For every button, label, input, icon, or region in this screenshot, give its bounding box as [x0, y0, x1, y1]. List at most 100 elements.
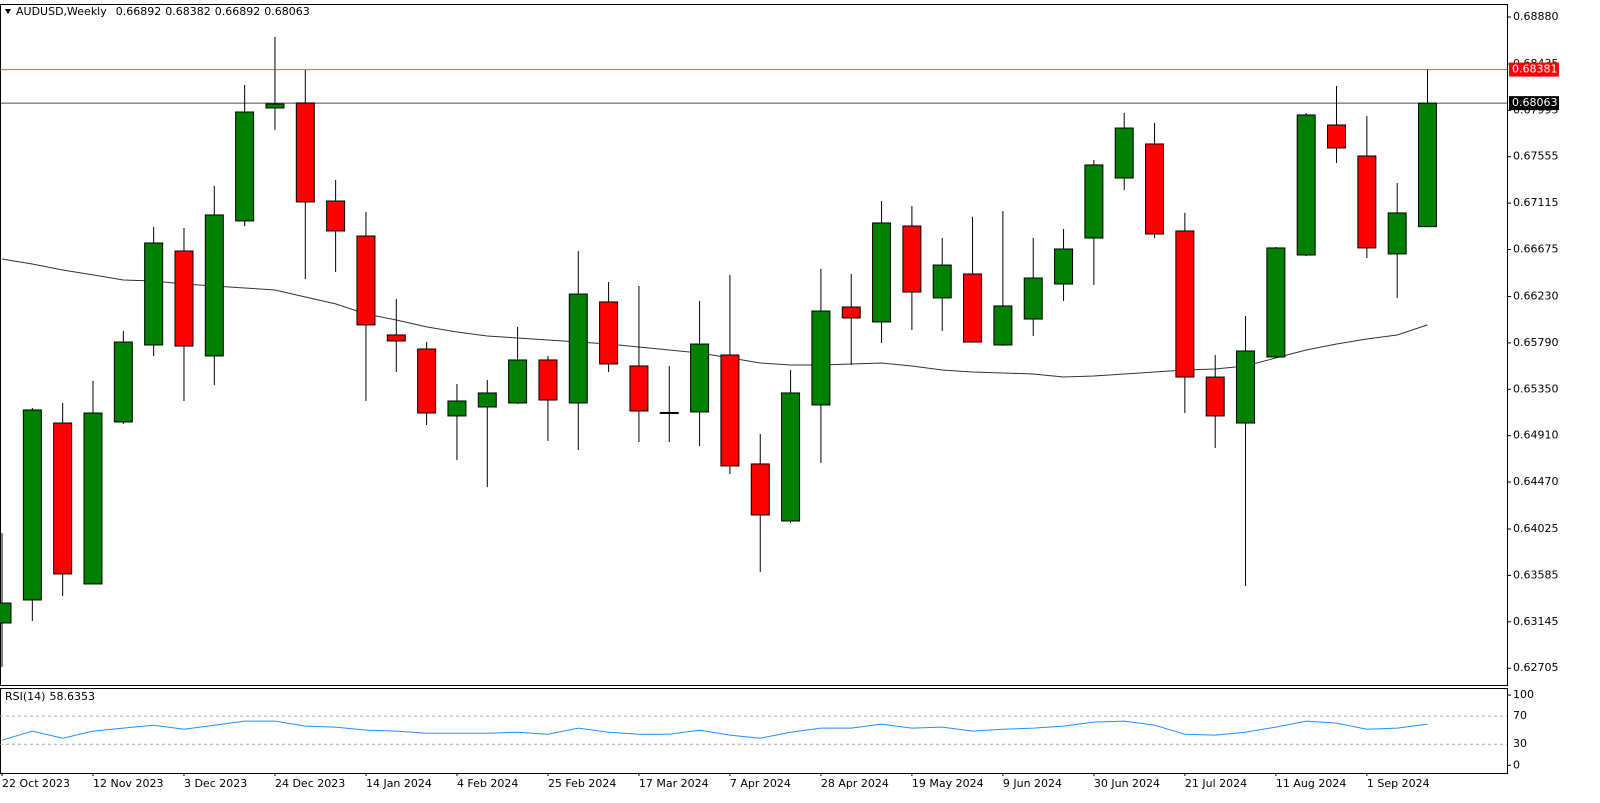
- price-label-bg: [1509, 96, 1559, 111]
- candle-body: [1023, 277, 1043, 320]
- rsi-name: RSI(14): [5, 690, 45, 703]
- candle-body: [1205, 376, 1225, 417]
- candle-body: [204, 214, 224, 357]
- y-tick-label: 0.63145: [1513, 615, 1559, 628]
- y-tick-label: 0.63585: [1513, 568, 1559, 581]
- y-tick-label: 0.64025: [1513, 522, 1559, 535]
- candle-body: [83, 412, 103, 585]
- candle-body: [902, 225, 922, 293]
- candle-body: [568, 293, 588, 404]
- candle-body: [113, 341, 133, 423]
- header-open: 0.66892: [116, 5, 162, 18]
- x-tick-label: 4 Feb 2024: [457, 777, 518, 790]
- candle-body: [811, 310, 831, 406]
- x-tick-label: 25 Feb 2024: [548, 777, 616, 790]
- y-tick-label: 0.62705: [1513, 661, 1559, 674]
- x-tick-label: 30 Jun 2024: [1094, 777, 1160, 790]
- price-label-bg: [1509, 62, 1559, 77]
- candle-body: [1114, 127, 1134, 179]
- main-panel: [0, 4, 1508, 686]
- y-tick-label: 0.64910: [1513, 429, 1559, 442]
- rsi-line: [1, 720, 1428, 741]
- x-tick-label: 17 Mar 2024: [639, 777, 709, 790]
- candle-body: [932, 264, 952, 299]
- y-tick-label: 0.64470: [1513, 475, 1559, 488]
- candle-body: [1266, 247, 1286, 358]
- candle-body: [477, 392, 497, 408]
- candle-body: [750, 463, 770, 516]
- x-tick-label: 11 Aug 2024: [1276, 777, 1346, 790]
- x-tick-label: 7 Apr 2024: [730, 777, 791, 790]
- x-tick-label: 21 Jul 2024: [1185, 777, 1247, 790]
- candle-body: [1084, 164, 1104, 239]
- candle-body: [659, 411, 679, 414]
- price-label: 0.68381: [1512, 63, 1558, 76]
- x-tick-label: 24 Dec 2023: [275, 777, 345, 790]
- candle-body: [720, 354, 740, 467]
- x-tick-label: 9 Jun 2024: [1003, 777, 1062, 790]
- candle-body: [963, 273, 983, 343]
- x-tick-label: 1 Sep 2024: [1367, 777, 1430, 790]
- header-low: 0.66892: [215, 5, 261, 18]
- candle-body: [872, 222, 892, 323]
- rsi-value: 58.6353: [49, 690, 95, 703]
- y-tick-label: 0.65790: [1513, 336, 1559, 349]
- candle-body: [508, 359, 528, 404]
- y-tick-label: 0.65350: [1513, 382, 1559, 395]
- y-tick-label: 0.68880: [1513, 10, 1559, 23]
- x-tick-label: 12 Nov 2023: [93, 777, 163, 790]
- chart-title: AUDUSD,Weekly: [16, 5, 107, 18]
- candle-body: [174, 250, 194, 347]
- candle-body: [538, 359, 558, 401]
- candle-body: [326, 200, 346, 232]
- candle-body: [1418, 102, 1438, 228]
- header-high: 0.68382: [165, 5, 211, 18]
- candle-body: [1296, 114, 1316, 256]
- rsi-panel: [0, 688, 1508, 774]
- rsi-level-label: 30: [1513, 737, 1527, 750]
- candle-body: [417, 348, 437, 414]
- candle-body: [386, 334, 406, 342]
- candle-body: [0, 602, 12, 624]
- candle-body: [447, 400, 467, 417]
- x-tick-label: 14 Jan 2024: [366, 777, 432, 790]
- candle-body: [781, 392, 801, 522]
- candle-body: [356, 235, 376, 326]
- candle-body: [841, 306, 861, 319]
- rsi-tick-label: 0: [1513, 758, 1520, 771]
- x-tick-label: 22 Oct 2023: [2, 777, 70, 790]
- candle-body: [53, 422, 73, 575]
- rsi-header: RSI(14) 58.6353: [5, 690, 95, 703]
- y-tick-label: 0.67555: [1513, 150, 1559, 163]
- rsi-level-label: 70: [1513, 709, 1527, 722]
- price-label: 0.68063: [1512, 96, 1558, 109]
- candle-body: [22, 409, 42, 601]
- header-close: 0.68063: [264, 5, 310, 18]
- candle-body: [1387, 212, 1407, 255]
- candle-body: [1357, 155, 1377, 249]
- x-tick-label: 28 Apr 2024: [821, 777, 889, 790]
- candle-body: [993, 305, 1013, 346]
- candle-body: [1145, 143, 1165, 235]
- y-tick-label: 0.66675: [1513, 243, 1559, 256]
- candle-body: [1236, 350, 1256, 424]
- candle-body: [1175, 230, 1195, 378]
- candle-body: [599, 301, 619, 365]
- x-tick-label: 19 May 2024: [912, 777, 984, 790]
- candle-body: [295, 102, 315, 203]
- candle-body: [1054, 248, 1074, 285]
- candle-body: [1327, 124, 1347, 149]
- y-tick-label: 0.66230: [1513, 289, 1559, 302]
- y-tick-label: 0.67115: [1513, 196, 1559, 209]
- candle-body: [235, 111, 255, 222]
- candle-body: [265, 103, 285, 109]
- candle-body: [144, 242, 164, 346]
- chart-header: AUDUSD,Weekly 0.66892 0.68382 0.66892 0.6806…: [16, 5, 310, 18]
- menu-arrow: [5, 9, 11, 14]
- candle-body: [690, 343, 710, 413]
- candle-body: [629, 365, 649, 412]
- rsi-tick-label: 100: [1513, 688, 1534, 701]
- x-tick-label: 3 Dec 2023: [184, 777, 247, 790]
